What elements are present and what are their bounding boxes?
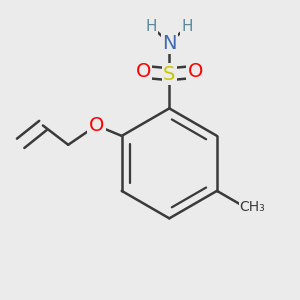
Text: H: H [182, 19, 193, 34]
Text: O: O [188, 62, 203, 81]
Text: S: S [163, 65, 176, 84]
Text: H: H [146, 19, 157, 34]
Text: O: O [89, 116, 104, 135]
Text: O: O [136, 62, 151, 81]
Text: N: N [162, 34, 177, 52]
Text: CH₃: CH₃ [240, 200, 266, 214]
